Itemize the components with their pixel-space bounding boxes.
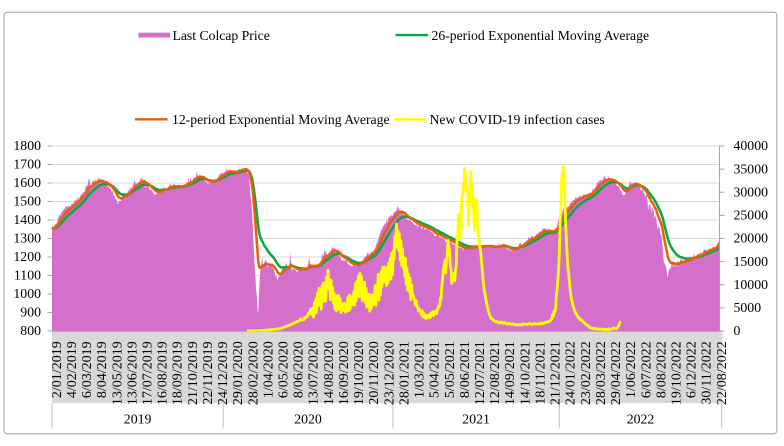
svg-text:2/01/2019: 2/01/2019 bbox=[50, 341, 65, 398]
svg-text:900: 900 bbox=[20, 305, 41, 320]
svg-text:5/04/2021: 5/04/2021 bbox=[428, 341, 443, 398]
svg-text:12/07/2021: 12/07/2021 bbox=[473, 341, 488, 405]
svg-text:8/06/2021: 8/06/2021 bbox=[458, 341, 473, 398]
svg-text:16/08/2019: 16/08/2019 bbox=[156, 341, 171, 405]
svg-text:18/11/2021: 18/11/2021 bbox=[533, 341, 548, 404]
svg-text:1800: 1800 bbox=[13, 138, 41, 153]
svg-text:20/11/2020: 20/11/2020 bbox=[367, 341, 382, 404]
svg-text:13/07/2020: 13/07/2020 bbox=[307, 341, 322, 405]
svg-text:New COVID-19 infection cases: New COVID-19 infection cases bbox=[430, 112, 605, 127]
svg-text:1700: 1700 bbox=[13, 157, 41, 172]
svg-text:1300: 1300 bbox=[13, 231, 41, 246]
svg-text:5/05/2021: 5/05/2021 bbox=[443, 341, 458, 398]
svg-text:14/08/2020: 14/08/2020 bbox=[322, 341, 337, 405]
svg-text:0: 0 bbox=[734, 323, 741, 338]
svg-text:5000: 5000 bbox=[734, 300, 762, 315]
svg-text:13/05/2019: 13/05/2019 bbox=[110, 341, 125, 405]
svg-text:6/05/2020: 6/05/2020 bbox=[277, 341, 292, 398]
svg-text:30000: 30000 bbox=[734, 184, 769, 199]
svg-text:6/07/2022: 6/07/2022 bbox=[639, 341, 654, 398]
svg-text:12-period Exponential Moving A: 12-period Exponential Moving Average bbox=[172, 112, 390, 127]
svg-text:1/04/2020: 1/04/2020 bbox=[261, 341, 276, 398]
svg-text:24/12/2019: 24/12/2019 bbox=[216, 341, 231, 405]
svg-text:26-period Exponential Moving A: 26-period Exponential Moving Average bbox=[432, 28, 650, 43]
svg-text:1200: 1200 bbox=[13, 249, 41, 264]
svg-text:15000: 15000 bbox=[734, 254, 769, 269]
svg-text:23/12/2020: 23/12/2020 bbox=[382, 341, 397, 405]
svg-text:14/09/2021: 14/09/2021 bbox=[503, 341, 518, 405]
svg-text:1100: 1100 bbox=[14, 268, 41, 283]
svg-text:29/04/2022: 29/04/2022 bbox=[609, 341, 624, 405]
svg-text:28/01/2021: 28/01/2021 bbox=[397, 341, 412, 405]
svg-text:1/06/2022: 1/06/2022 bbox=[624, 341, 639, 398]
svg-text:12/08/2021: 12/08/2021 bbox=[488, 341, 503, 405]
svg-text:8/08/2022: 8/08/2022 bbox=[654, 341, 669, 398]
svg-text:1/03/2021: 1/03/2021 bbox=[413, 341, 428, 398]
svg-text:1600: 1600 bbox=[13, 175, 41, 190]
svg-text:19/10/2020: 19/10/2020 bbox=[352, 341, 367, 405]
svg-text:23/02/2022: 23/02/2022 bbox=[579, 341, 594, 405]
svg-text:30/11/2022: 30/11/2022 bbox=[700, 341, 715, 404]
svg-text:1000: 1000 bbox=[13, 286, 41, 301]
svg-text:2021: 2021 bbox=[462, 412, 490, 427]
svg-text:21/10/2019: 21/10/2019 bbox=[186, 341, 201, 405]
svg-text:Last Colcap Price: Last Colcap Price bbox=[173, 28, 270, 43]
svg-text:22/11/2019: 22/11/2019 bbox=[201, 341, 216, 404]
svg-text:6/03/2019: 6/03/2019 bbox=[80, 341, 95, 398]
svg-text:29/01/2020: 29/01/2020 bbox=[231, 341, 246, 405]
svg-text:1500: 1500 bbox=[13, 194, 41, 209]
svg-text:18/09/2019: 18/09/2019 bbox=[171, 341, 186, 405]
svg-text:2019: 2019 bbox=[124, 412, 152, 427]
svg-text:2022: 2022 bbox=[627, 412, 655, 427]
svg-text:28/03/2022: 28/03/2022 bbox=[594, 341, 609, 405]
svg-text:24/01/2022: 24/01/2022 bbox=[564, 341, 579, 405]
svg-text:14/10/2021: 14/10/2021 bbox=[518, 341, 533, 405]
svg-text:20000: 20000 bbox=[734, 231, 769, 246]
svg-text:8/04/2019: 8/04/2019 bbox=[95, 341, 110, 398]
svg-text:40000: 40000 bbox=[734, 138, 769, 153]
svg-text:21/12/2021: 21/12/2021 bbox=[549, 341, 564, 405]
svg-text:22/08/2022: 22/08/2022 bbox=[715, 341, 730, 405]
svg-text:8/06/2020: 8/06/2020 bbox=[292, 341, 307, 398]
svg-text:2020: 2020 bbox=[294, 412, 322, 427]
svg-text:4/02/2019: 4/02/2019 bbox=[65, 341, 80, 398]
svg-text:35000: 35000 bbox=[734, 161, 769, 176]
svg-text:13/06/2019: 13/06/2019 bbox=[125, 341, 140, 405]
svg-text:10000: 10000 bbox=[734, 277, 769, 292]
svg-text:17/07/2019: 17/07/2019 bbox=[140, 341, 155, 405]
svg-text:25000: 25000 bbox=[734, 208, 769, 223]
svg-text:800: 800 bbox=[20, 323, 41, 338]
svg-text:16/09/2020: 16/09/2020 bbox=[337, 341, 352, 405]
svg-text:1400: 1400 bbox=[13, 212, 41, 227]
svg-text:19/10/2022: 19/10/2022 bbox=[670, 341, 685, 405]
svg-text:28/02/2020: 28/02/2020 bbox=[246, 341, 261, 405]
svg-text:6/12/2022: 6/12/2022 bbox=[685, 341, 700, 398]
